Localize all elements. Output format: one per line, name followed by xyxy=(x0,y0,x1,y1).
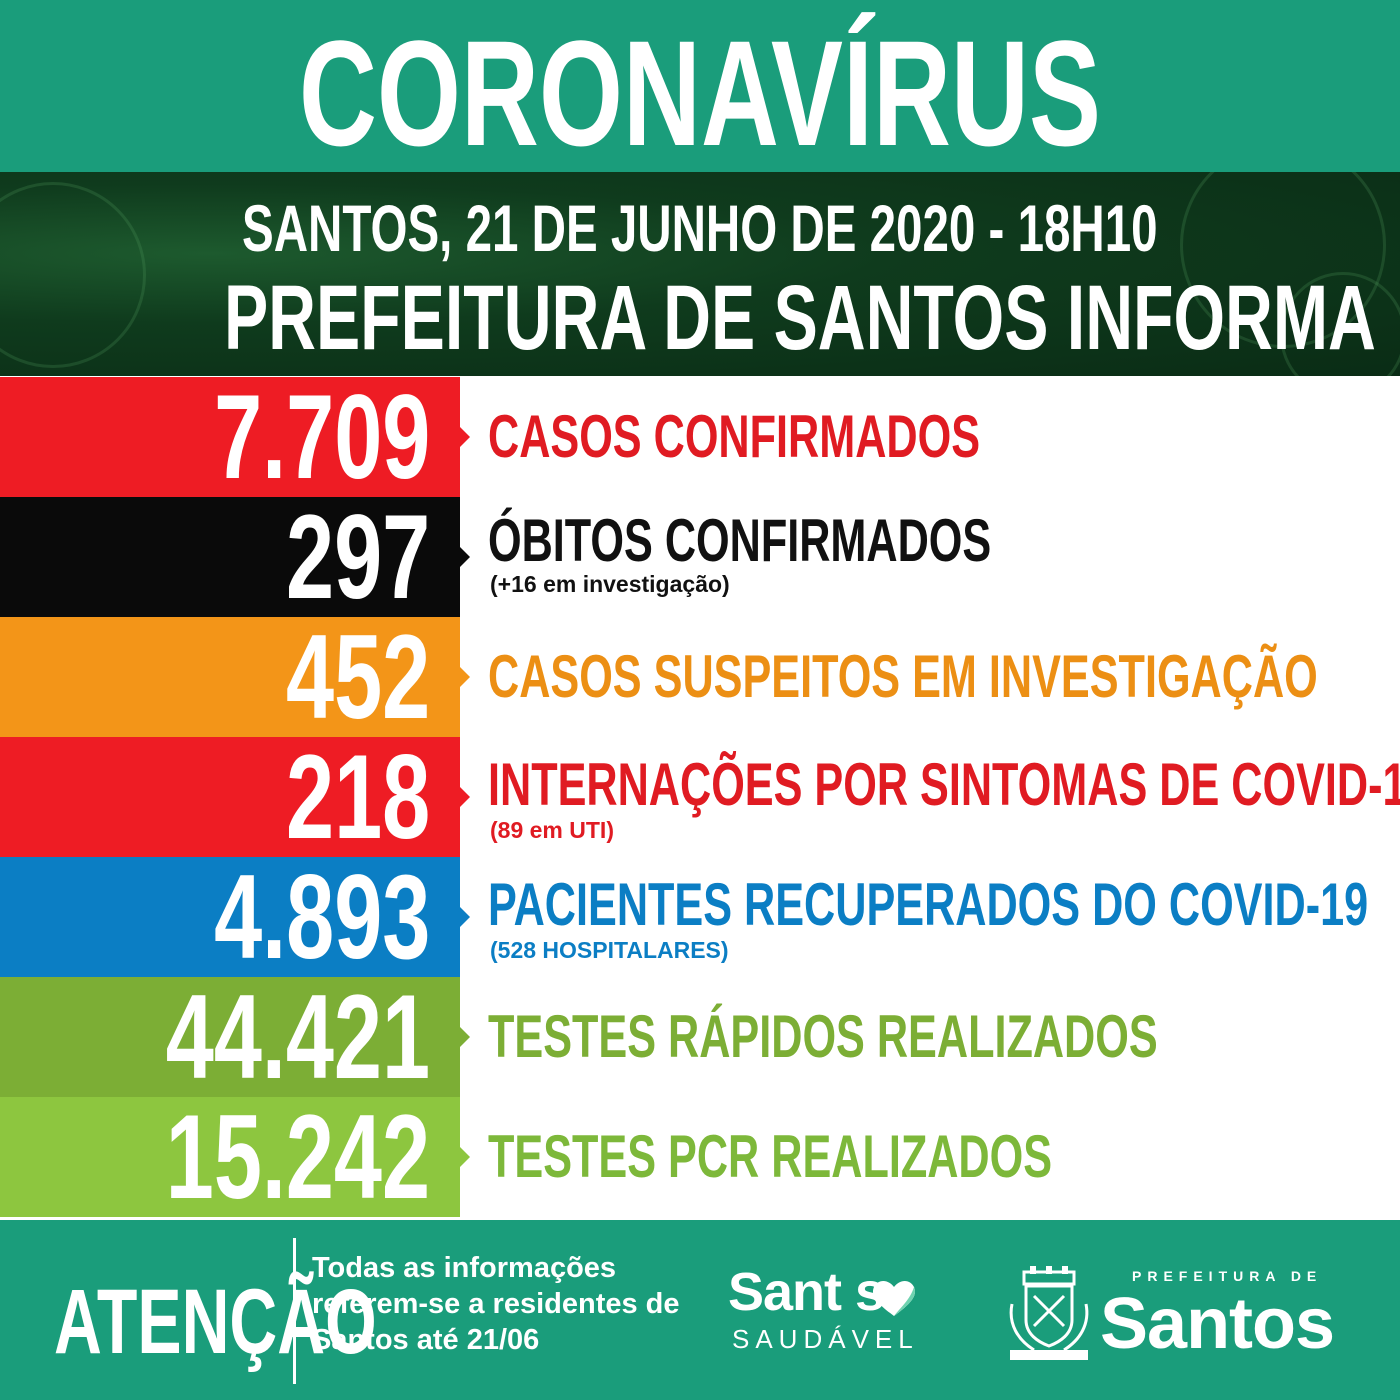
santos-saudavel-wordmark: Sant s xyxy=(728,1262,885,1322)
footer-info-text: Todas as informações referem-se a reside… xyxy=(312,1252,680,1356)
stat-label: PACIENTES RECUPERADOS DO COVID-19 xyxy=(488,871,1369,938)
stat-sublabel: (+16 em investigação) xyxy=(490,571,730,597)
info-band: SANTOS, 21 DE JUNHO DE 2020 - 18H10 PREF… xyxy=(0,172,1400,376)
stat-label-group: CASOS SUSPEITOS EM INVESTIGAÇÃO xyxy=(488,617,1388,737)
footer-bar: ATENÇÃO Todas as informações referem-se … xyxy=(0,1220,1400,1400)
stat-sublabel: (89 em UTI) xyxy=(490,817,614,843)
stat-label: TESTES PCR REALIZADOS xyxy=(488,1123,1053,1190)
stat-label: INTERNAÇÕES POR SINTOMAS DE COVID-19 xyxy=(488,751,1400,818)
stat-number-box: 44.421 xyxy=(0,977,460,1097)
stat-value: 4.893 xyxy=(213,850,430,984)
stat-value: 297 xyxy=(285,490,430,624)
atencao-heading: ATENÇÃO xyxy=(54,1271,377,1373)
header-bar: CORONAVÍRUS xyxy=(0,0,1400,172)
arrow-icon xyxy=(458,665,470,689)
heart-icon xyxy=(872,1281,916,1316)
stat-value: 218 xyxy=(285,730,430,864)
arrow-icon xyxy=(458,1145,470,1169)
stat-label-group: TESTES RÁPIDOS REALIZADOS xyxy=(488,977,1388,1097)
santos-saudavel-subtitle: SAUDÁVEL xyxy=(732,1324,919,1354)
arrow-icon xyxy=(458,905,470,929)
stat-value: 44.421 xyxy=(165,970,430,1104)
stat-number-box: 297 xyxy=(0,497,460,617)
stat-sublabel: (528 HOSPITALARES) xyxy=(490,937,729,963)
stat-label: TESTES RÁPIDOS REALIZADOS xyxy=(488,1003,1158,1070)
arrow-icon xyxy=(458,545,470,569)
stat-row-obitos: 297 ÓBITOS CONFIRMADOS (+16 em investiga… xyxy=(0,497,1400,617)
stat-label-group: PACIENTES RECUPERADOS DO COVID-19 (528 H… xyxy=(488,857,1388,977)
stat-row-casos-confirmados: 7.709 CASOS CONFIRMADOS xyxy=(0,377,1400,497)
stat-label: CASOS SUSPEITOS EM INVESTIGAÇÃO xyxy=(488,643,1318,710)
stat-row-casos-suspeitos: 452 CASOS SUSPEITOS EM INVESTIGAÇÃO xyxy=(0,617,1400,737)
stat-value: 452 xyxy=(285,610,430,744)
stat-label-group: INTERNAÇÕES POR SINTOMAS DE COVID-19 (89… xyxy=(488,737,1400,857)
stat-number-box: 4.893 xyxy=(0,857,460,977)
arrow-icon xyxy=(458,425,470,449)
page-title: CORONAVÍRUS xyxy=(298,9,1102,177)
stat-row-internacoes: 218 INTERNAÇÕES POR SINTOMAS DE COVID-19… xyxy=(0,737,1400,857)
stat-row-recuperados: 4.893 PACIENTES RECUPERADOS DO COVID-19 … xyxy=(0,857,1400,977)
footer-divider xyxy=(293,1238,296,1384)
stat-label-group: ÓBITOS CONFIRMADOS (+16 em investigação) xyxy=(488,497,1388,617)
stat-row-testes-rapidos: 44.421 TESTES RÁPIDOS REALIZADOS xyxy=(0,977,1400,1097)
stat-label-group: TESTES PCR REALIZADOS xyxy=(488,1097,1388,1217)
virus-bg-decoration xyxy=(1280,272,1400,376)
stat-label-group: CASOS CONFIRMADOS xyxy=(488,377,1388,497)
stat-label: ÓBITOS CONFIRMADOS xyxy=(488,507,992,574)
stat-number-box: 452 xyxy=(0,617,460,737)
stat-value: 7.709 xyxy=(213,370,430,504)
stat-number-box: 15.242 xyxy=(0,1097,460,1217)
arrow-icon xyxy=(458,1025,470,1049)
prefeitura-santos-wordmark: Santos xyxy=(1100,1284,1335,1364)
stat-number-box: 7.709 xyxy=(0,377,460,497)
stat-number-box: 218 xyxy=(0,737,460,857)
stat-label: CASOS CONFIRMADOS xyxy=(488,403,981,470)
santos-saudavel-logo: Sant s SAUDÁVEL xyxy=(728,1262,948,1372)
stat-row-testes-pcr: 15.242 TESTES PCR REALIZADOS xyxy=(0,1097,1400,1217)
prefeitura-label: PREFEITURA DE xyxy=(1132,1268,1323,1284)
city-crest-icon xyxy=(1009,1266,1089,1360)
stat-value: 15.242 xyxy=(165,1090,430,1224)
prefeitura-informa-heading: PREFEITURA DE SANTOS INFORMA xyxy=(223,267,1376,369)
arrow-icon xyxy=(458,785,470,809)
date-line: SANTOS, 21 DE JUNHO DE 2020 - 18H10 xyxy=(242,191,1158,265)
